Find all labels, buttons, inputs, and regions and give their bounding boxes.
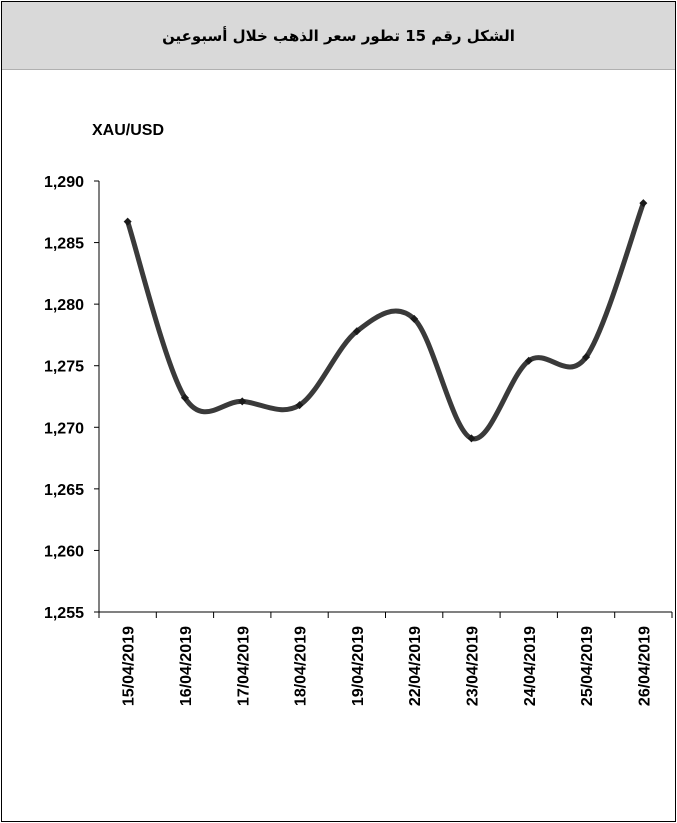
- x-tick-label: 24/04/2019: [522, 626, 539, 706]
- data-point-marker: [123, 217, 132, 226]
- y-tick-label: 1,290: [44, 174, 84, 191]
- y-tick-label: 1,255: [44, 605, 84, 622]
- data-point-marker: [352, 327, 361, 336]
- x-tick-label: 15/04/2019: [121, 626, 138, 706]
- y-tick-label: 1,265: [44, 482, 84, 499]
- x-tick-label: 23/04/2019: [464, 626, 481, 706]
- x-tick-label: 25/04/2019: [579, 626, 596, 706]
- data-point-marker: [295, 401, 304, 410]
- y-axis-unit-label: XAU/USD: [92, 122, 164, 139]
- y-tick-label: 1,275: [44, 359, 84, 376]
- x-tick-label: 17/04/2019: [235, 626, 252, 706]
- x-tick-label: 16/04/2019: [178, 626, 195, 706]
- x-tick-label: 18/04/2019: [293, 626, 310, 706]
- x-tick-label: 22/04/2019: [407, 626, 424, 706]
- x-tick-label: 19/04/2019: [350, 626, 367, 706]
- y-tick-label: 1,270: [44, 420, 84, 437]
- data-point-marker: [524, 356, 533, 365]
- y-tick-label: 1,285: [44, 236, 84, 253]
- data-point-marker: [582, 353, 591, 362]
- data-point-marker: [180, 393, 189, 402]
- data-point-marker: [639, 199, 648, 208]
- data-point-marker: [238, 397, 247, 406]
- chart-title: الشكل رقم 15 تطور سعر الذهب خلال أسبوعين: [162, 26, 515, 45]
- title-bar: الشكل رقم 15 تطور سعر الذهب خلال أسبوعين: [2, 2, 675, 70]
- y-tick-label: 1,260: [44, 543, 84, 560]
- x-tick-label: 26/04/2019: [636, 626, 653, 706]
- data-point-marker: [467, 434, 476, 443]
- data-point-marker: [410, 314, 419, 323]
- y-tick-label: 1,280: [44, 297, 84, 314]
- series-line: [125, 200, 646, 441]
